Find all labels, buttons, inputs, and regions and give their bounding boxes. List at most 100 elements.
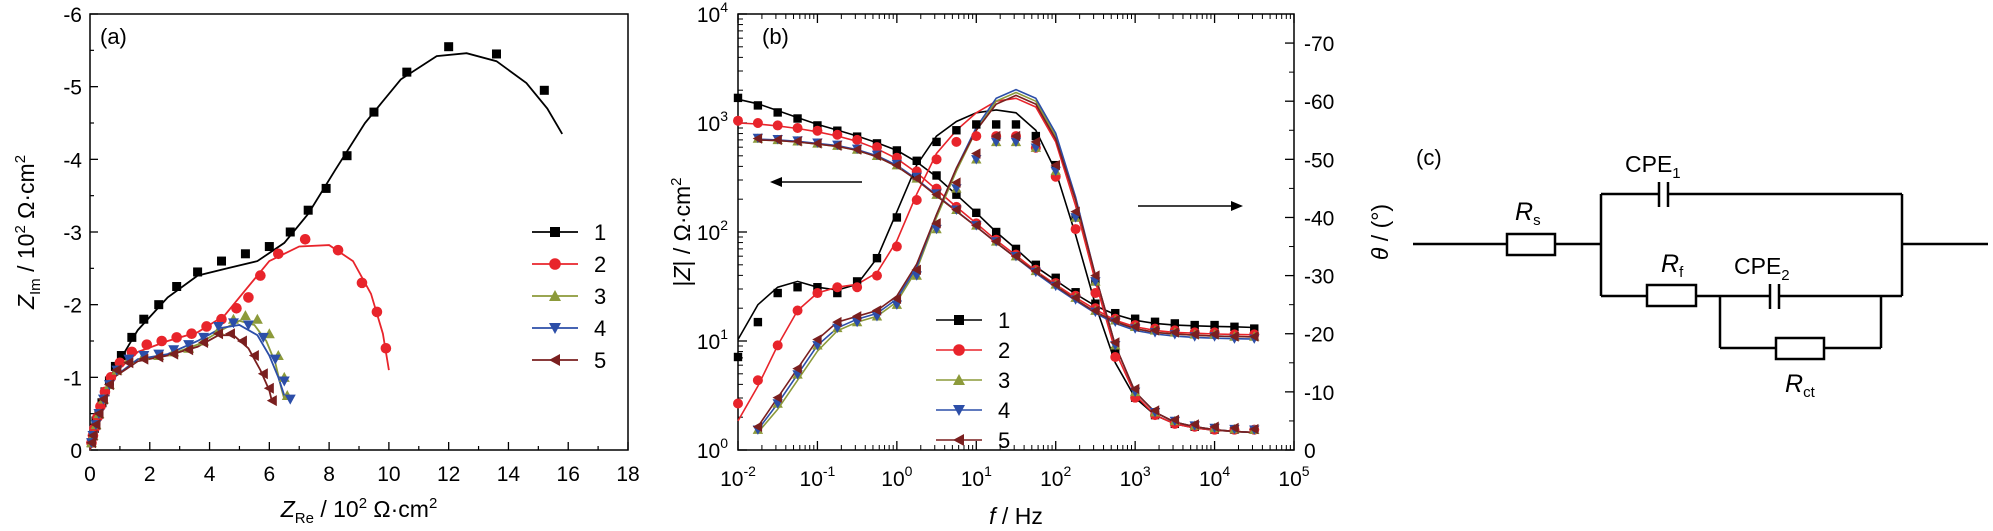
data-point-2 (255, 270, 266, 281)
modulus-point-1 (1210, 320, 1219, 330)
y-right-tick-label-b: -20 (1304, 324, 1334, 347)
phase-point-2 (971, 131, 982, 142)
y-left-tick-label-b: 104 (697, 0, 728, 27)
data-point-5 (248, 350, 259, 362)
legend-marker-b-3 (953, 374, 965, 385)
data-point-1 (240, 249, 250, 259)
x-tick-label-b: 101 (961, 463, 992, 491)
data-point-3 (251, 313, 263, 324)
legend-marker-b-4 (953, 405, 965, 416)
data-point-2 (332, 244, 344, 256)
modulus-point-1 (892, 146, 902, 155)
y-axis-label-right-b: θ / (°) (1367, 204, 1393, 260)
legend-label-b-4: 4 (998, 398, 1010, 423)
data-point-5 (183, 344, 194, 356)
data-point-1 (539, 85, 549, 95)
modulus-point-1 (1130, 314, 1140, 323)
data-point-1 (303, 205, 313, 215)
data-point-2 (231, 303, 242, 314)
modulus-point-5 (851, 144, 862, 155)
bode-plot: 10-2 10-1 100 101 102 103 104 10510010110210310… (668, 0, 1393, 529)
data-point-4 (227, 318, 239, 329)
data-point-1 (285, 227, 295, 237)
data-point-2 (186, 328, 197, 340)
data-point-4 (278, 376, 290, 387)
data-point-5 (263, 382, 274, 394)
phase-point-1 (753, 317, 763, 327)
data-point-1 (321, 183, 331, 193)
phase-point-5 (931, 218, 941, 229)
modulus-point-5 (1070, 292, 1080, 303)
modulus-point-2 (772, 120, 783, 131)
data-point-5 (90, 419, 101, 431)
data-point-2 (243, 292, 254, 303)
legend-a: 1 2 3 4 5 (532, 220, 606, 373)
modulus-point-1 (912, 156, 921, 165)
panel-label-b: (b) (762, 24, 789, 49)
modulus-point-5 (891, 160, 902, 171)
modulus-point-2 (792, 122, 803, 133)
data-point-5 (85, 437, 96, 449)
phase-point-5 (951, 177, 961, 188)
modulus-point-1 (793, 114, 802, 123)
phase-point-2 (852, 282, 863, 293)
data-point-5 (111, 364, 122, 376)
x-tick-label-b: 10-1 (800, 463, 836, 491)
legend-marker-1 (550, 227, 560, 237)
resistor-rs (1505, 232, 1557, 257)
phase-point-5 (1149, 405, 1160, 416)
y-tick-label-a: -2 (63, 295, 82, 318)
y-tick-label-a: -4 (63, 149, 82, 172)
x-tick-label-b: 105 (1278, 463, 1309, 491)
x-tick-label-a: 4 (204, 463, 216, 486)
modulus-point-1 (991, 227, 1001, 237)
data-point-5 (257, 368, 268, 380)
legend-marker-5 (549, 354, 560, 366)
data-point-1 (491, 49, 501, 59)
data-points-a (85, 42, 549, 449)
phase-point-1 (733, 352, 743, 362)
modulus-point-1 (733, 93, 743, 103)
modulus-point-5 (990, 236, 1001, 247)
phase-point-5 (1030, 136, 1041, 148)
modulus-point-1 (1051, 273, 1060, 283)
phase-point-5 (871, 305, 882, 316)
modulus-point-5 (1030, 265, 1041, 277)
data-point-2 (371, 306, 383, 318)
modulus-point-1 (1170, 319, 1180, 328)
phase-point-5 (1110, 337, 1120, 348)
phase-point-1 (773, 288, 782, 298)
phase-fit-2 (737, 97, 1255, 434)
data-point-2 (156, 335, 168, 347)
data-point-5 (87, 429, 98, 441)
fit-curves-a (89, 52, 563, 451)
y-left-tick-label-b: 103 (697, 108, 728, 136)
modulus-point-5 (752, 133, 763, 144)
arrow-left-modulus (770, 177, 862, 187)
phase-point-1 (892, 213, 902, 222)
x-tick-label-a: 8 (323, 463, 335, 486)
data-point-5 (224, 328, 235, 340)
legend-label-b-5: 5 (998, 428, 1010, 453)
legend-label-b-1: 1 (998, 308, 1010, 333)
data-point-4 (123, 354, 135, 365)
panel-label-a: (a) (100, 24, 127, 49)
phase-point-1 (972, 120, 981, 129)
data-point-4 (198, 332, 210, 343)
nyquist-plot: 0 2 4 6 8 10 12 14 16 180-1-2-3-4-5-6 (a) ZRe / 1… (12, 4, 640, 527)
data-point-1 (139, 314, 149, 324)
phase-point-5 (1129, 383, 1140, 395)
phase-point-5 (1249, 423, 1259, 435)
modulus-point-1 (1150, 317, 1160, 327)
modulus-point-1 (1111, 308, 1120, 318)
phase-point-5 (1209, 421, 1219, 432)
x-tick-label-b: 104 (1199, 463, 1230, 491)
modulus-point-5 (1189, 329, 1199, 340)
data-point-2 (171, 332, 182, 343)
data-point-2 (273, 248, 284, 260)
legend-label-b-3: 3 (998, 368, 1010, 393)
phase-point-5 (1070, 206, 1080, 217)
phase-point-2 (733, 398, 743, 409)
data-point-2 (380, 342, 392, 354)
data-point-2 (299, 233, 311, 245)
